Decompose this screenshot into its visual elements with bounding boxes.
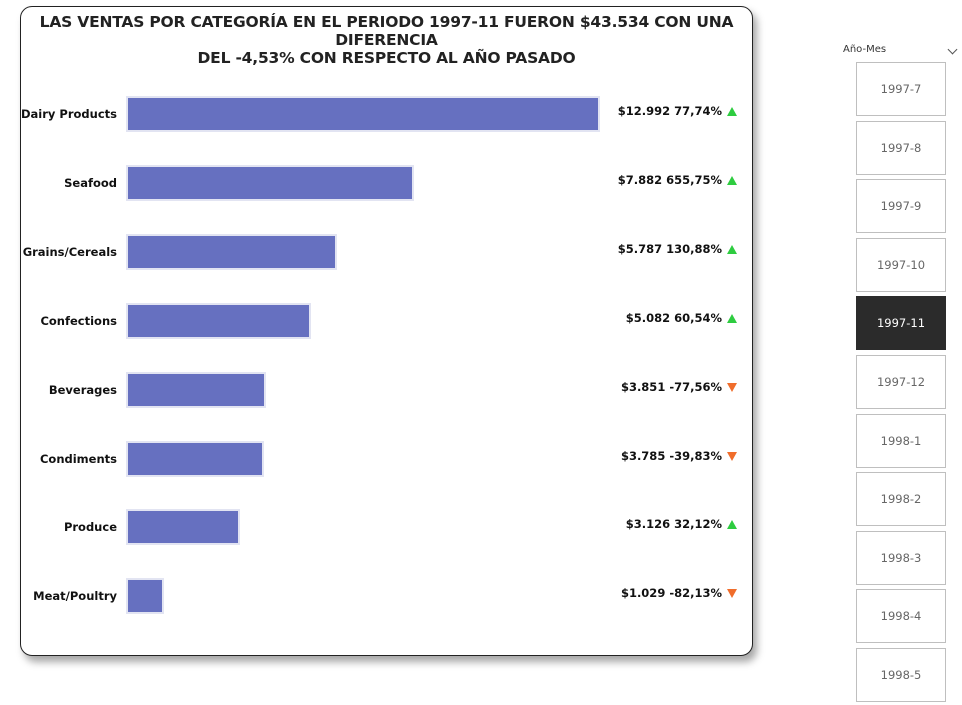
data-label: $3.851 -77,56% [620,379,722,394]
bar[interactable] [126,509,241,546]
category-label: Seafood [64,175,117,190]
slicer-header[interactable]: Año-Mes [843,44,958,60]
bar[interactable] [126,233,338,270]
triangle-up-icon [727,175,737,185]
bar-row: Grains/Cereals $5.787 130,88% [21,233,754,271]
category-label: Dairy Products [21,107,117,121]
slicer-item[interactable]: 1998-2 [856,472,946,527]
bar[interactable] [126,440,265,477]
category-label: Confections [40,313,117,328]
chart-title: LAS VENTAS POR CATEGORÍA EN EL PERIODO 1… [21,13,752,67]
data-label: $3.126 32,12% [625,517,722,532]
slicer-item[interactable]: 1997-10 [856,237,946,292]
bar[interactable] [126,578,164,615]
slicer-item[interactable]: 1998-1 [856,413,946,468]
bar-row: Condiments $3.785 -39,83% [21,440,754,478]
slicer-item[interactable]: 1997-7 [856,62,946,116]
chart-title-line-1: LAS VENTAS POR CATEGORÍA EN EL PERIODO 1… [39,13,734,49]
bar-row: Beverages $3.851 -77,56% [21,371,754,409]
bar[interactable] [126,164,414,201]
slicer-item[interactable]: 1997-9 [856,179,946,234]
triangle-down-icon [727,382,737,392]
data-label: $1.029 -82,13% [620,586,722,601]
slicer-title: Año-Mes [843,44,887,55]
slicer-item[interactable]: 1998-3 [856,530,946,585]
triangle-up-icon [727,107,737,116]
bar[interactable] [126,96,600,132]
category-label: Produce [63,520,117,535]
triangle-down-icon [727,589,737,599]
chevron-down-icon[interactable] [947,44,958,55]
category-label: Meat/Poultry [33,589,117,604]
bar-row: Dairy Products $12.992 77,74% [21,95,754,133]
data-label: $12.992 77,74% [617,104,722,118]
bar-row: Confections $5.082 60,54% [21,302,754,340]
bar-row: Seafood $7.882 655,75% [21,164,754,202]
triangle-down-icon [727,451,737,461]
slicer-item[interactable]: 1997-8 [856,120,946,175]
slicer-item[interactable]: 1997-12 [856,355,946,409]
triangle-up-icon [727,520,737,530]
chart-title-line-2: DEL -4,53% CON RESPECTO AL AÑO PASADO [197,49,576,67]
chart-card: LAS VENTAS POR CATEGORÍA EN EL PERIODO 1… [20,6,753,656]
data-label: $5.787 130,88% [617,241,722,256]
data-label: $3.785 -39,83% [620,448,722,463]
data-label: $5.082 60,54% [625,310,722,325]
data-label: $7.882 655,75% [617,172,722,187]
category-label: Condiments [39,451,117,466]
category-label: Beverages [48,382,117,397]
triangle-up-icon [727,313,737,323]
slicer-item[interactable]: 1997-11 [856,296,946,351]
bar[interactable] [126,302,312,339]
bar[interactable] [126,371,267,408]
category-label: Grains/Cereals [22,244,117,259]
bar-row: Produce $3.126 32,12% [21,508,754,546]
slicer-item[interactable]: 1998-5 [856,648,946,702]
slicer-item[interactable]: 1998-4 [856,589,946,644]
triangle-up-icon [727,244,737,254]
bar-row: Meat/Poultry $1.029 -82,13% [21,577,754,615]
